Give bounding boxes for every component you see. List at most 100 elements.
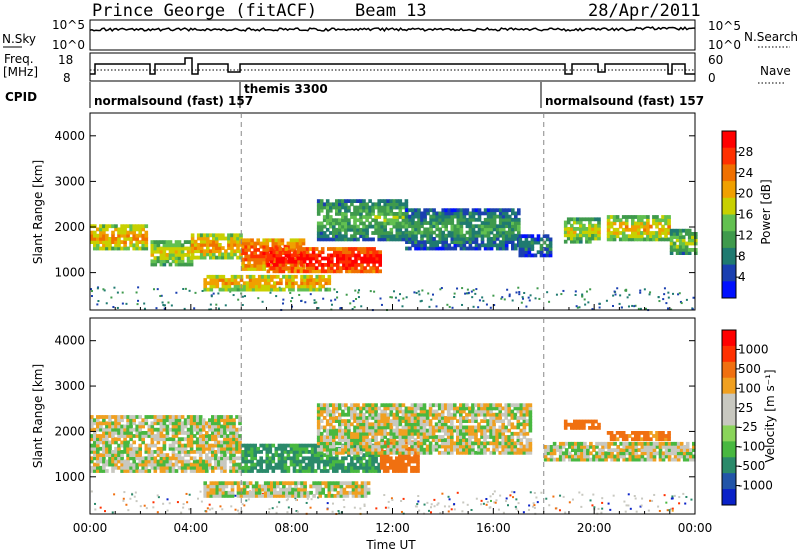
velocity-cell [211,469,215,473]
power-cell [306,281,310,286]
velocity-cell [498,450,502,455]
velocity-cell [144,431,149,435]
velocity-cell [401,419,406,423]
velocity-cell [316,425,321,430]
power-cell [441,246,445,251]
power-cell [414,208,418,213]
velocity-cell [93,443,97,448]
velocity-cell [335,416,339,420]
power-cell [392,224,397,229]
power-cell [305,256,310,261]
power-cell [471,217,476,222]
velocity-cell [492,406,496,411]
power-cell [333,253,337,258]
velocity-noise-cell [186,501,189,504]
power-cell [311,266,316,270]
power-noise-cell [500,297,503,300]
velocity-cell [416,462,420,467]
power-heatmap [90,199,698,312]
velocity-cell [159,459,164,464]
power-cell [135,243,139,248]
velocity-cell [510,450,515,455]
power-cell [643,237,647,242]
velocity-cell [195,418,200,423]
velocity-cell [401,403,406,408]
power-cell [655,221,659,226]
power-cell [539,253,544,258]
velocity-cell [336,481,341,486]
power-noise-cell [373,290,376,293]
velocity-cell [350,444,354,449]
velocity-cell [271,443,276,448]
power-cell [684,248,689,252]
power-cell [193,249,198,254]
velocity-cell [501,438,505,442]
velocity-cell [495,412,499,417]
power-cell [492,217,497,222]
velocity-noise-cell [245,499,248,502]
velocity-cell [392,438,397,442]
velocity-cell [365,447,369,452]
velocity-cell [465,428,469,433]
velocity-cell [377,469,381,473]
velocity-cell [114,437,118,442]
velocity-cell [410,416,415,420]
velocity-cell [516,441,521,446]
velocity-cell [655,437,659,442]
power-cell [227,278,232,282]
power-noise-cell [269,291,272,294]
velocity-cell [129,431,133,435]
velocity-cell [306,490,310,495]
power-cell [405,246,409,251]
power-cell [495,224,500,229]
power-cell [492,240,497,244]
velocity-cell [259,462,263,467]
velocity-cell [407,425,412,430]
power-cell [90,233,94,238]
velocity-cell [525,409,530,414]
power-cell [411,214,415,219]
velocity-cell [309,490,313,495]
velocity-cell [180,415,185,419]
velocity-cell [410,450,415,455]
power-cell [459,240,464,244]
velocity-cell [99,446,103,451]
power-noise-cell [389,296,392,299]
power-cell [93,240,97,244]
velocity-cell [450,447,454,452]
power-cell [275,266,280,270]
power-cell [303,284,307,289]
power-cell [380,234,384,239]
power-cell [335,231,339,235]
power-cell [444,233,448,238]
power-cell [362,221,366,226]
velocity-cell [162,469,167,473]
power-cell [362,231,366,235]
power-cell [392,234,397,239]
power-cell [501,217,506,222]
velocity-cell [338,416,342,420]
velocity-cell [344,403,348,408]
power-cell [199,236,204,241]
power-cell [462,243,467,248]
power-cell [414,243,418,248]
velocity-cell [144,415,149,419]
velocity-cell [96,469,100,473]
velocity-cell [335,469,339,473]
power-cell [530,253,535,258]
power-cell [489,211,494,216]
velocity-cell [368,412,372,417]
power-cell [395,202,400,207]
velocity-cell [153,437,158,442]
velocity-cell [206,484,211,489]
power-noise-cell [339,307,342,310]
power-cell [609,224,614,229]
velocity-noise-cell [122,497,125,500]
velocity-cell [365,444,369,449]
power-cell [275,259,280,264]
velocity-cell [483,412,487,417]
power-cell [365,205,369,210]
velocity-cell [416,443,420,448]
power-cell [655,218,659,223]
velocity-cell [354,494,359,498]
